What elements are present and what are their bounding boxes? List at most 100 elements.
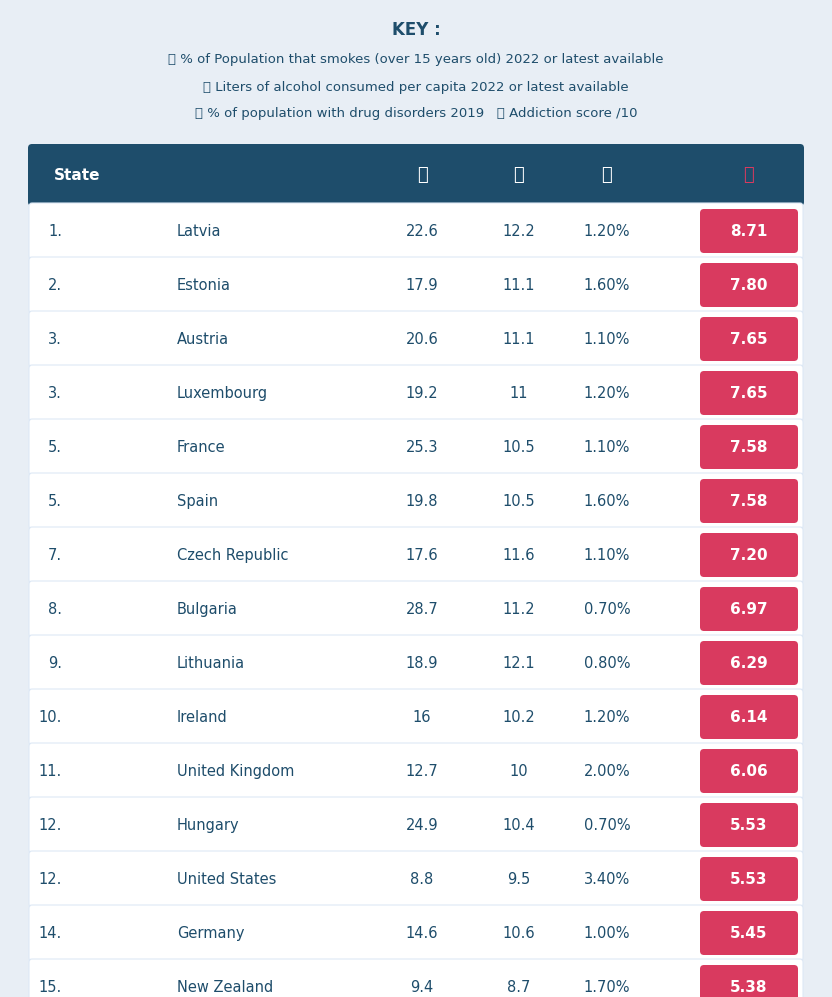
Text: Bulgaria: Bulgaria (177, 601, 238, 616)
Text: 7.58: 7.58 (730, 440, 768, 455)
Text: 1.10%: 1.10% (584, 331, 630, 347)
Text: 10.5: 10.5 (503, 494, 535, 508)
Text: 10.6: 10.6 (503, 925, 535, 940)
Text: Spain: Spain (177, 494, 218, 508)
Text: 22.6: 22.6 (406, 223, 438, 238)
Text: 10: 10 (510, 764, 528, 779)
Text: 1.20%: 1.20% (584, 710, 631, 725)
Text: 1.20%: 1.20% (584, 223, 631, 238)
Text: 25.3: 25.3 (406, 440, 438, 455)
Text: France: France (177, 440, 225, 455)
Text: 11.1: 11.1 (503, 331, 535, 347)
FancyBboxPatch shape (29, 797, 803, 853)
Text: 💊: 💊 (602, 166, 612, 184)
FancyBboxPatch shape (29, 257, 803, 313)
Text: Germany: Germany (177, 925, 245, 940)
Text: 1.: 1. (48, 223, 62, 238)
Text: 9.: 9. (48, 655, 62, 671)
FancyBboxPatch shape (700, 425, 798, 469)
Text: 5.53: 5.53 (730, 871, 768, 886)
Text: 12.: 12. (38, 871, 62, 886)
Text: 7.65: 7.65 (730, 386, 768, 401)
Text: Ireland: Ireland (177, 710, 228, 725)
Text: 1.10%: 1.10% (584, 547, 630, 562)
Text: 12.: 12. (38, 818, 62, 832)
Text: 7.80: 7.80 (730, 277, 768, 292)
Text: 1.10%: 1.10% (584, 440, 630, 455)
Text: 💊 % of population with drug disorders 2019   📊 Addiction score /10: 💊 % of population with drug disorders 20… (195, 108, 637, 121)
Text: 0.70%: 0.70% (584, 818, 631, 832)
FancyBboxPatch shape (700, 263, 798, 307)
Text: 18.9: 18.9 (406, 655, 438, 671)
Text: 5.38: 5.38 (730, 979, 768, 994)
FancyBboxPatch shape (700, 533, 798, 577)
Text: 3.: 3. (48, 386, 62, 401)
FancyBboxPatch shape (29, 905, 803, 961)
Text: 12.1: 12.1 (503, 655, 535, 671)
Text: 2.: 2. (48, 277, 62, 292)
Text: Czech Republic: Czech Republic (177, 547, 289, 562)
Text: 8.7: 8.7 (508, 979, 531, 994)
FancyBboxPatch shape (29, 959, 803, 997)
Text: United States: United States (177, 871, 276, 886)
Text: 10.4: 10.4 (503, 818, 535, 832)
Text: 8.8: 8.8 (410, 871, 433, 886)
Text: 11.6: 11.6 (503, 547, 535, 562)
Text: 6.14: 6.14 (730, 710, 768, 725)
FancyBboxPatch shape (700, 911, 798, 955)
Text: 5.: 5. (48, 440, 62, 455)
Text: 8.71: 8.71 (730, 223, 768, 238)
Text: United Kingdom: United Kingdom (177, 764, 295, 779)
Text: 2.00%: 2.00% (584, 764, 631, 779)
Text: 🍺: 🍺 (513, 166, 524, 184)
FancyBboxPatch shape (29, 311, 803, 367)
Text: 1.00%: 1.00% (584, 925, 631, 940)
Text: 11.2: 11.2 (503, 601, 535, 616)
Text: 19.2: 19.2 (406, 386, 438, 401)
Text: 🚬: 🚬 (417, 166, 428, 184)
Text: 9.5: 9.5 (508, 871, 531, 886)
Text: 📊: 📊 (744, 166, 755, 184)
FancyBboxPatch shape (700, 371, 798, 415)
Text: Latvia: Latvia (177, 223, 221, 238)
Text: 10.2: 10.2 (503, 710, 535, 725)
Text: 🚬 % of Population that smokes (over 15 years old) 2022 or latest available: 🚬 % of Population that smokes (over 15 y… (168, 54, 664, 67)
Text: 11.: 11. (39, 764, 62, 779)
FancyBboxPatch shape (700, 803, 798, 847)
FancyBboxPatch shape (29, 689, 803, 745)
FancyBboxPatch shape (700, 641, 798, 685)
FancyBboxPatch shape (29, 473, 803, 529)
Text: Hungary: Hungary (177, 818, 240, 832)
Text: 6.97: 6.97 (730, 601, 768, 616)
Text: Estonia: Estonia (177, 277, 231, 292)
Text: 17.9: 17.9 (406, 277, 438, 292)
Text: 0.70%: 0.70% (584, 601, 631, 616)
FancyBboxPatch shape (29, 635, 803, 691)
Text: 11: 11 (510, 386, 528, 401)
Text: 14.: 14. (39, 925, 62, 940)
Text: 10.5: 10.5 (503, 440, 535, 455)
Text: State: State (54, 167, 101, 182)
FancyBboxPatch shape (700, 209, 798, 253)
Text: Luxembourg: Luxembourg (177, 386, 268, 401)
Text: 28.7: 28.7 (406, 601, 438, 616)
Text: 0.80%: 0.80% (584, 655, 631, 671)
Text: 1.60%: 1.60% (584, 277, 630, 292)
FancyBboxPatch shape (29, 419, 803, 475)
FancyBboxPatch shape (29, 365, 803, 421)
FancyBboxPatch shape (29, 527, 803, 583)
Text: Lithuania: Lithuania (177, 655, 245, 671)
Text: 17.6: 17.6 (406, 547, 438, 562)
Text: 5.45: 5.45 (730, 925, 768, 940)
Text: 1.20%: 1.20% (584, 386, 631, 401)
Text: 6.29: 6.29 (730, 655, 768, 671)
Text: 3.: 3. (48, 331, 62, 347)
Text: KEY :: KEY : (392, 21, 440, 39)
Text: 12.7: 12.7 (406, 764, 438, 779)
Text: 15.: 15. (39, 979, 62, 994)
FancyBboxPatch shape (29, 203, 803, 259)
Text: 20.6: 20.6 (406, 331, 438, 347)
Text: 5.53: 5.53 (730, 818, 768, 832)
Text: 16: 16 (413, 710, 431, 725)
FancyBboxPatch shape (700, 857, 798, 901)
